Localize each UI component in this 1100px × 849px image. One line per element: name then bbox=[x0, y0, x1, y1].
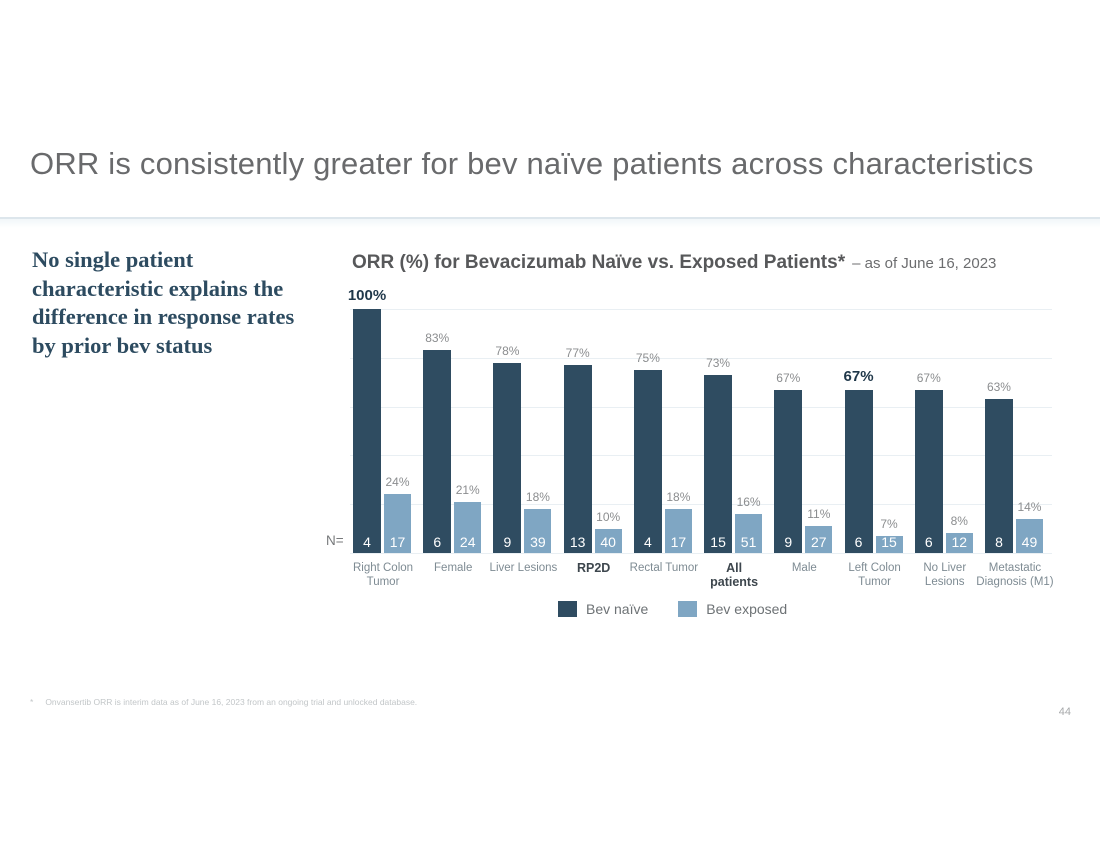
bar-bev-exposed-4: 40 bbox=[594, 528, 622, 553]
value-label: 24% bbox=[385, 475, 410, 490]
legend-swatch-icon bbox=[558, 601, 577, 617]
footnote-marker: * bbox=[30, 697, 34, 707]
value-label: 67% bbox=[916, 370, 941, 385]
category-label-4: RP2D bbox=[576, 561, 611, 575]
n-value: 17 bbox=[670, 534, 687, 550]
n-value: 8 bbox=[995, 534, 1003, 550]
bar-chart-plot: N= Bev naïve Bev exposed 4 100% 17 24% Right … bbox=[326, 287, 1054, 617]
bar-bev-exposed-7: 27 bbox=[805, 526, 833, 553]
n-value: 15 bbox=[881, 534, 897, 550]
n-value: 4 bbox=[363, 534, 371, 550]
gridline-100 bbox=[350, 309, 1052, 310]
legend-label: Bev naïve bbox=[586, 601, 649, 617]
gridline-60 bbox=[350, 406, 1052, 408]
n-value: 12 bbox=[951, 534, 968, 550]
n-value: 6 bbox=[433, 534, 442, 550]
title-divider bbox=[0, 217, 1100, 228]
bar-bev-naive-1: 4 bbox=[353, 309, 381, 553]
value-label: 8% bbox=[950, 514, 968, 529]
chart-title-date: – as of June 16, 2023 bbox=[852, 255, 997, 272]
legend-item: Bev naïve bbox=[558, 601, 648, 617]
bar-bev-naive-2: 6 bbox=[423, 350, 452, 553]
value-label: 7% bbox=[880, 516, 898, 531]
footnote: * Onvansertib ORR is interim data as of J… bbox=[30, 697, 417, 707]
gridline-80 bbox=[350, 357, 1052, 359]
value-label: 18% bbox=[525, 490, 550, 505]
chart-title-main: ORR (%) for Bevacizumab Naïve vs. Expose… bbox=[352, 252, 846, 273]
legend-label: Bev exposed bbox=[706, 601, 788, 617]
n-value: 9 bbox=[784, 534, 793, 550]
category-label-8: Left Colon Tumor bbox=[848, 562, 901, 588]
value-label: 21% bbox=[455, 482, 480, 497]
value-label: 78% bbox=[495, 343, 520, 358]
key-message-text: No single patient characteristic explain… bbox=[32, 247, 295, 358]
bar-bev-exposed-5: 17 bbox=[664, 509, 692, 553]
footnote-text: Onvansertib ORR is interim data as of Ju… bbox=[45, 697, 418, 707]
bar-bev-exposed-3: 39 bbox=[524, 509, 552, 553]
n-value: 40 bbox=[600, 534, 616, 550]
value-label: 63% bbox=[986, 380, 1011, 395]
value-label: 75% bbox=[635, 351, 660, 365]
n-value: 24 bbox=[459, 534, 476, 550]
bar-bev-exposed-10: 49 bbox=[1015, 518, 1043, 553]
value-label: 83% bbox=[425, 331, 450, 346]
n-axis-label: N= bbox=[326, 533, 344, 548]
category-label-3: Liver Lesions bbox=[489, 562, 558, 574]
bar-bev-naive-6: 15 bbox=[704, 374, 733, 553]
value-label: 67% bbox=[843, 367, 874, 385]
bar-bev-exposed-1: 17 bbox=[384, 494, 411, 553]
n-value: 17 bbox=[389, 534, 406, 550]
bar-bev-exposed-8: 15 bbox=[875, 534, 903, 553]
bar-bev-naive-9: 6 bbox=[914, 389, 943, 553]
gridline-40 bbox=[350, 455, 1052, 457]
value-label: 18% bbox=[666, 490, 691, 505]
category-label-6: All patients bbox=[710, 561, 759, 589]
category-label-10: Metastatic Diagnosis (M1) bbox=[976, 562, 1054, 588]
gridline-20 bbox=[350, 504, 1052, 506]
legend-item: Bev exposed bbox=[678, 601, 787, 617]
category-label-5: Rectal Tumor bbox=[629, 562, 699, 574]
legend-swatch-icon bbox=[678, 601, 698, 617]
value-label: 10% bbox=[596, 509, 621, 524]
chart-legend: Bev naïve Bev exposed bbox=[558, 601, 787, 617]
bar-bev-naive-3: 9 bbox=[493, 362, 522, 553]
n-value: 49 bbox=[1021, 534, 1038, 550]
value-label: 67% bbox=[776, 370, 801, 385]
n-value: 9 bbox=[503, 534, 512, 550]
value-label: 77% bbox=[565, 346, 590, 361]
value-label: 100% bbox=[347, 287, 387, 304]
n-value: 39 bbox=[530, 534, 546, 550]
page-number: 44 bbox=[1058, 706, 1071, 718]
n-value: 6 bbox=[854, 534, 863, 550]
bar-bev-naive-4: 13 bbox=[563, 365, 592, 553]
bar-bev-naive-7: 9 bbox=[774, 389, 803, 553]
category-label-1: Right Colon Tumor bbox=[352, 562, 414, 588]
n-value: 27 bbox=[811, 534, 827, 550]
n-value: 51 bbox=[740, 534, 757, 550]
n-value: 4 bbox=[643, 534, 652, 550]
n-value: 13 bbox=[569, 534, 586, 550]
gridline-0 bbox=[350, 553, 1052, 554]
page-title: ORR is consistently greater for bev naïv… bbox=[30, 146, 1034, 181]
bar-bev-exposed-2: 24 bbox=[454, 501, 482, 553]
bar-bev-exposed-9: 12 bbox=[945, 533, 973, 553]
bar-bev-naive-10: 8 bbox=[984, 399, 1013, 553]
n-value: 15 bbox=[710, 534, 726, 550]
value-label: 14% bbox=[1017, 499, 1042, 514]
value-label: 73% bbox=[706, 355, 731, 370]
category-label-9: No Liver Lesions bbox=[923, 562, 967, 588]
value-label: 11% bbox=[807, 507, 831, 522]
chart-title: ORR (%) for Bevacizumab Naïve vs. Expose… bbox=[352, 252, 996, 274]
category-label-2: Female bbox=[434, 562, 473, 574]
bar-bev-exposed-6: 51 bbox=[735, 513, 763, 553]
bar-bev-naive-8: 6 bbox=[844, 389, 873, 553]
bar-bev-naive-5: 4 bbox=[633, 370, 662, 553]
value-label: 16% bbox=[736, 494, 761, 509]
n-value: 6 bbox=[924, 534, 933, 550]
category-label-7: Male bbox=[791, 562, 817, 574]
